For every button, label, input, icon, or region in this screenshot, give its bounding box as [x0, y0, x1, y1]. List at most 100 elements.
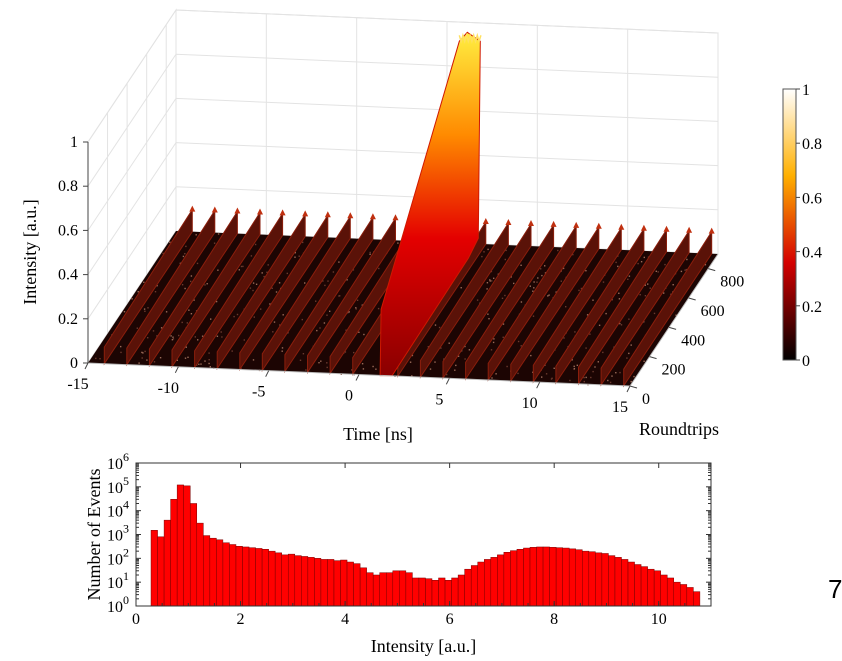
noise-dot — [619, 371, 621, 374]
noise-dot — [281, 347, 284, 349]
noise-dot — [664, 263, 666, 266]
noise-dot — [537, 277, 539, 279]
noise-dot — [513, 282, 515, 285]
noise-dot — [563, 337, 565, 339]
hist-x-tick-label: 0 — [132, 611, 140, 628]
z-tick-label: 1 — [70, 134, 78, 151]
noise-dot — [657, 271, 659, 273]
noise-dot — [198, 363, 200, 365]
x-tick-label: 5 — [435, 391, 443, 408]
noise-dot — [184, 253, 186, 255]
noise-dot — [590, 376, 592, 379]
noise-dot — [605, 312, 607, 315]
pulse-ridge-tip — [279, 209, 286, 216]
histogram-bar — [575, 549, 583, 607]
histogram-bar — [170, 499, 178, 607]
noise-dot — [179, 262, 182, 264]
noise-dot — [454, 369, 456, 371]
noise-dot — [142, 352, 144, 354]
noise-dot — [182, 255, 185, 258]
noise-dot — [578, 289, 580, 292]
histogram-bar — [542, 546, 550, 607]
hist-x-tick-label: 10 — [651, 611, 667, 628]
noise-dot — [305, 369, 307, 371]
noise-dot — [263, 275, 265, 278]
noise-dot — [253, 316, 255, 318]
noise-dot — [573, 365, 575, 367]
noise-dot — [493, 277, 495, 279]
noise-dot — [434, 324, 437, 326]
noise-dot — [490, 349, 493, 351]
noise-dot — [583, 376, 585, 379]
noise-dot — [171, 339, 174, 341]
histogram-bar — [680, 584, 688, 607]
noise-dot — [329, 310, 331, 312]
y-tick-label: 400 — [681, 332, 705, 349]
noise-dot — [172, 338, 175, 340]
noise-dot — [647, 283, 649, 285]
hist-y-tick-label: 106 — [107, 450, 129, 473]
noise-dot — [487, 313, 489, 315]
noise-dot — [190, 275, 193, 277]
noise-dot — [446, 373, 448, 376]
rogue-event-crest — [458, 32, 482, 44]
noise-dot — [294, 252, 296, 254]
noise-dot — [639, 294, 641, 296]
histogram-bar — [477, 561, 485, 607]
noise-dot — [208, 352, 210, 354]
noise-dot — [358, 331, 360, 333]
histogram-bar — [510, 550, 518, 607]
noise-dot — [536, 281, 538, 283]
x-tick-mark — [174, 366, 179, 374]
noise-dot — [434, 361, 436, 363]
histogram-bar — [392, 570, 400, 607]
noise-dot — [326, 314, 328, 316]
noise-dot — [544, 272, 547, 274]
noise-dot — [486, 288, 488, 290]
noise-dot — [147, 307, 149, 309]
histogram-bar — [287, 553, 296, 607]
noise-dot — [156, 335, 158, 337]
histogram-bar — [444, 580, 452, 607]
noise-dot — [221, 336, 223, 338]
hist-x-axis-label: Intensity [a.u.] — [371, 636, 476, 656]
noise-dot — [492, 341, 495, 344]
noise-dot — [279, 324, 281, 326]
hist-y-tick-base: 10 — [107, 456, 123, 473]
x-tick-mark — [84, 362, 89, 370]
noise-dot — [504, 294, 506, 297]
noise-dot — [143, 308, 146, 310]
hist-y-tick-base: 10 — [107, 528, 123, 545]
noise-dot — [672, 284, 674, 286]
noise-dot — [580, 287, 583, 290]
noise-dot — [540, 268, 542, 270]
hist-x-tick-label: 8 — [550, 611, 558, 628]
histogram-bar — [412, 577, 420, 607]
noise-dot — [620, 324, 623, 326]
hist-y-tick-base: 10 — [107, 504, 123, 521]
histogram-bar — [627, 561, 635, 607]
pulse-ridge-tip — [369, 213, 376, 220]
noise-dot — [215, 300, 218, 303]
noise-dot — [557, 249, 559, 252]
noise-dot — [628, 352, 630, 355]
noise-dot — [201, 335, 204, 337]
noise-dot — [583, 380, 585, 383]
noise-dot — [476, 299, 479, 301]
histogram-bar — [242, 546, 250, 607]
pulse-ridge-tip — [640, 224, 647, 231]
hist-y-tick-label: 105 — [107, 474, 129, 497]
noise-dot — [190, 313, 193, 315]
x-tick-label: 15 — [612, 399, 628, 416]
noise-dot — [675, 314, 677, 316]
histogram-bar — [196, 522, 204, 607]
noise-dot — [261, 272, 263, 274]
noise-dot — [266, 271, 268, 273]
noise-dot — [644, 295, 647, 297]
noise-dot — [282, 314, 284, 316]
noise-dot — [440, 347, 442, 349]
x-tick-mark — [265, 370, 270, 377]
noise-dot — [197, 339, 199, 341]
histogram-bar — [327, 559, 335, 607]
noise-dot — [332, 271, 335, 273]
